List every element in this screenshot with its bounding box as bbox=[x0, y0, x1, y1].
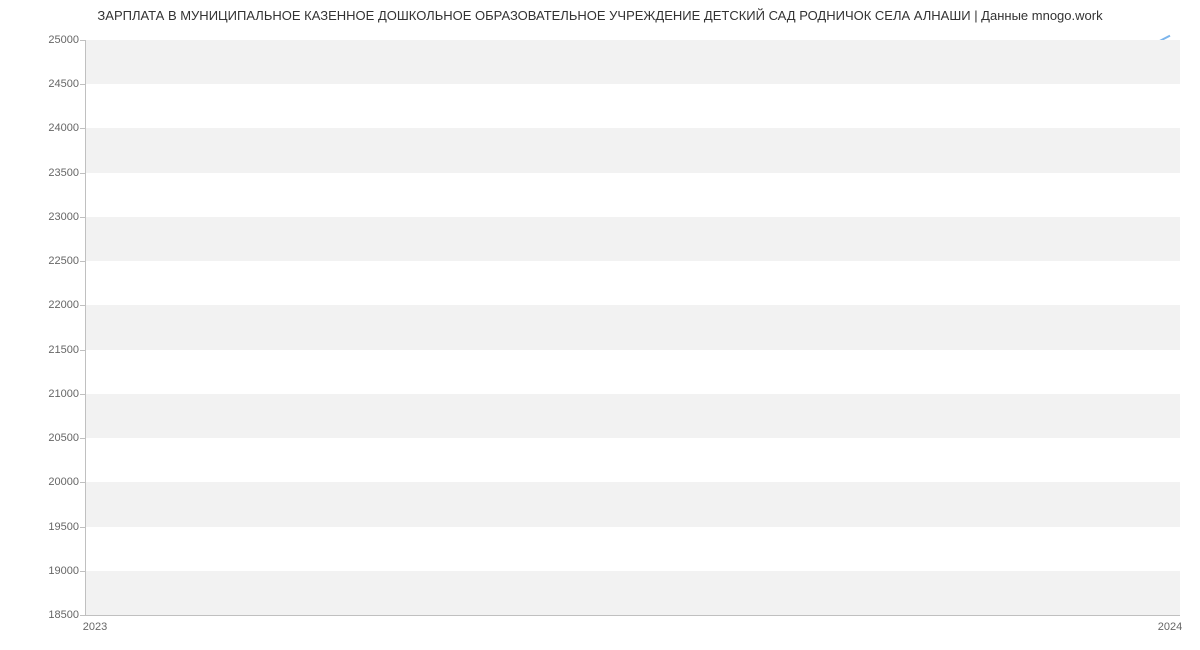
grid-band bbox=[85, 571, 1180, 615]
y-tick-label: 21500 bbox=[48, 344, 79, 356]
y-tick-label: 25000 bbox=[48, 34, 79, 46]
y-tick-label: 24000 bbox=[48, 122, 79, 134]
y-tick-label: 19000 bbox=[48, 565, 79, 577]
grid-band bbox=[85, 527, 1180, 571]
y-tick-label: 22500 bbox=[48, 255, 79, 267]
grid-band bbox=[85, 173, 1180, 217]
grid-band bbox=[85, 84, 1180, 128]
grid-band bbox=[85, 394, 1180, 438]
plot-area: 1850019000195002000020500210002150022000… bbox=[85, 40, 1180, 615]
grid-band bbox=[85, 438, 1180, 482]
y-tick-label: 21000 bbox=[48, 388, 79, 400]
grid-band bbox=[85, 128, 1180, 172]
grid-band bbox=[85, 350, 1180, 394]
grid-band bbox=[85, 40, 1180, 84]
x-tick-label: 2023 bbox=[83, 621, 107, 633]
y-tick-label: 23000 bbox=[48, 211, 79, 223]
chart-title: ЗАРПЛАТА В МУНИЦИПАЛЬНОЕ КАЗЕННОЕ ДОШКОЛ… bbox=[0, 8, 1200, 23]
grid-band bbox=[85, 261, 1180, 305]
y-tick-label: 22000 bbox=[48, 299, 79, 311]
grid-band bbox=[85, 217, 1180, 261]
y-tick-label: 23500 bbox=[48, 167, 79, 179]
salary-chart: ЗАРПЛАТА В МУНИЦИПАЛЬНОЕ КАЗЕННОЕ ДОШКОЛ… bbox=[0, 0, 1200, 650]
x-tick-label: 2024 bbox=[1158, 621, 1182, 633]
y-axis-line bbox=[85, 40, 86, 615]
grid-band bbox=[85, 482, 1180, 526]
y-tick-label: 18500 bbox=[48, 609, 79, 621]
grid-band bbox=[85, 305, 1180, 349]
x-axis-line bbox=[85, 615, 1180, 616]
y-tick-label: 20000 bbox=[48, 476, 79, 488]
y-tick-label: 20500 bbox=[48, 432, 79, 444]
y-tick-label: 19500 bbox=[48, 521, 79, 533]
y-tick-label: 24500 bbox=[48, 78, 79, 90]
